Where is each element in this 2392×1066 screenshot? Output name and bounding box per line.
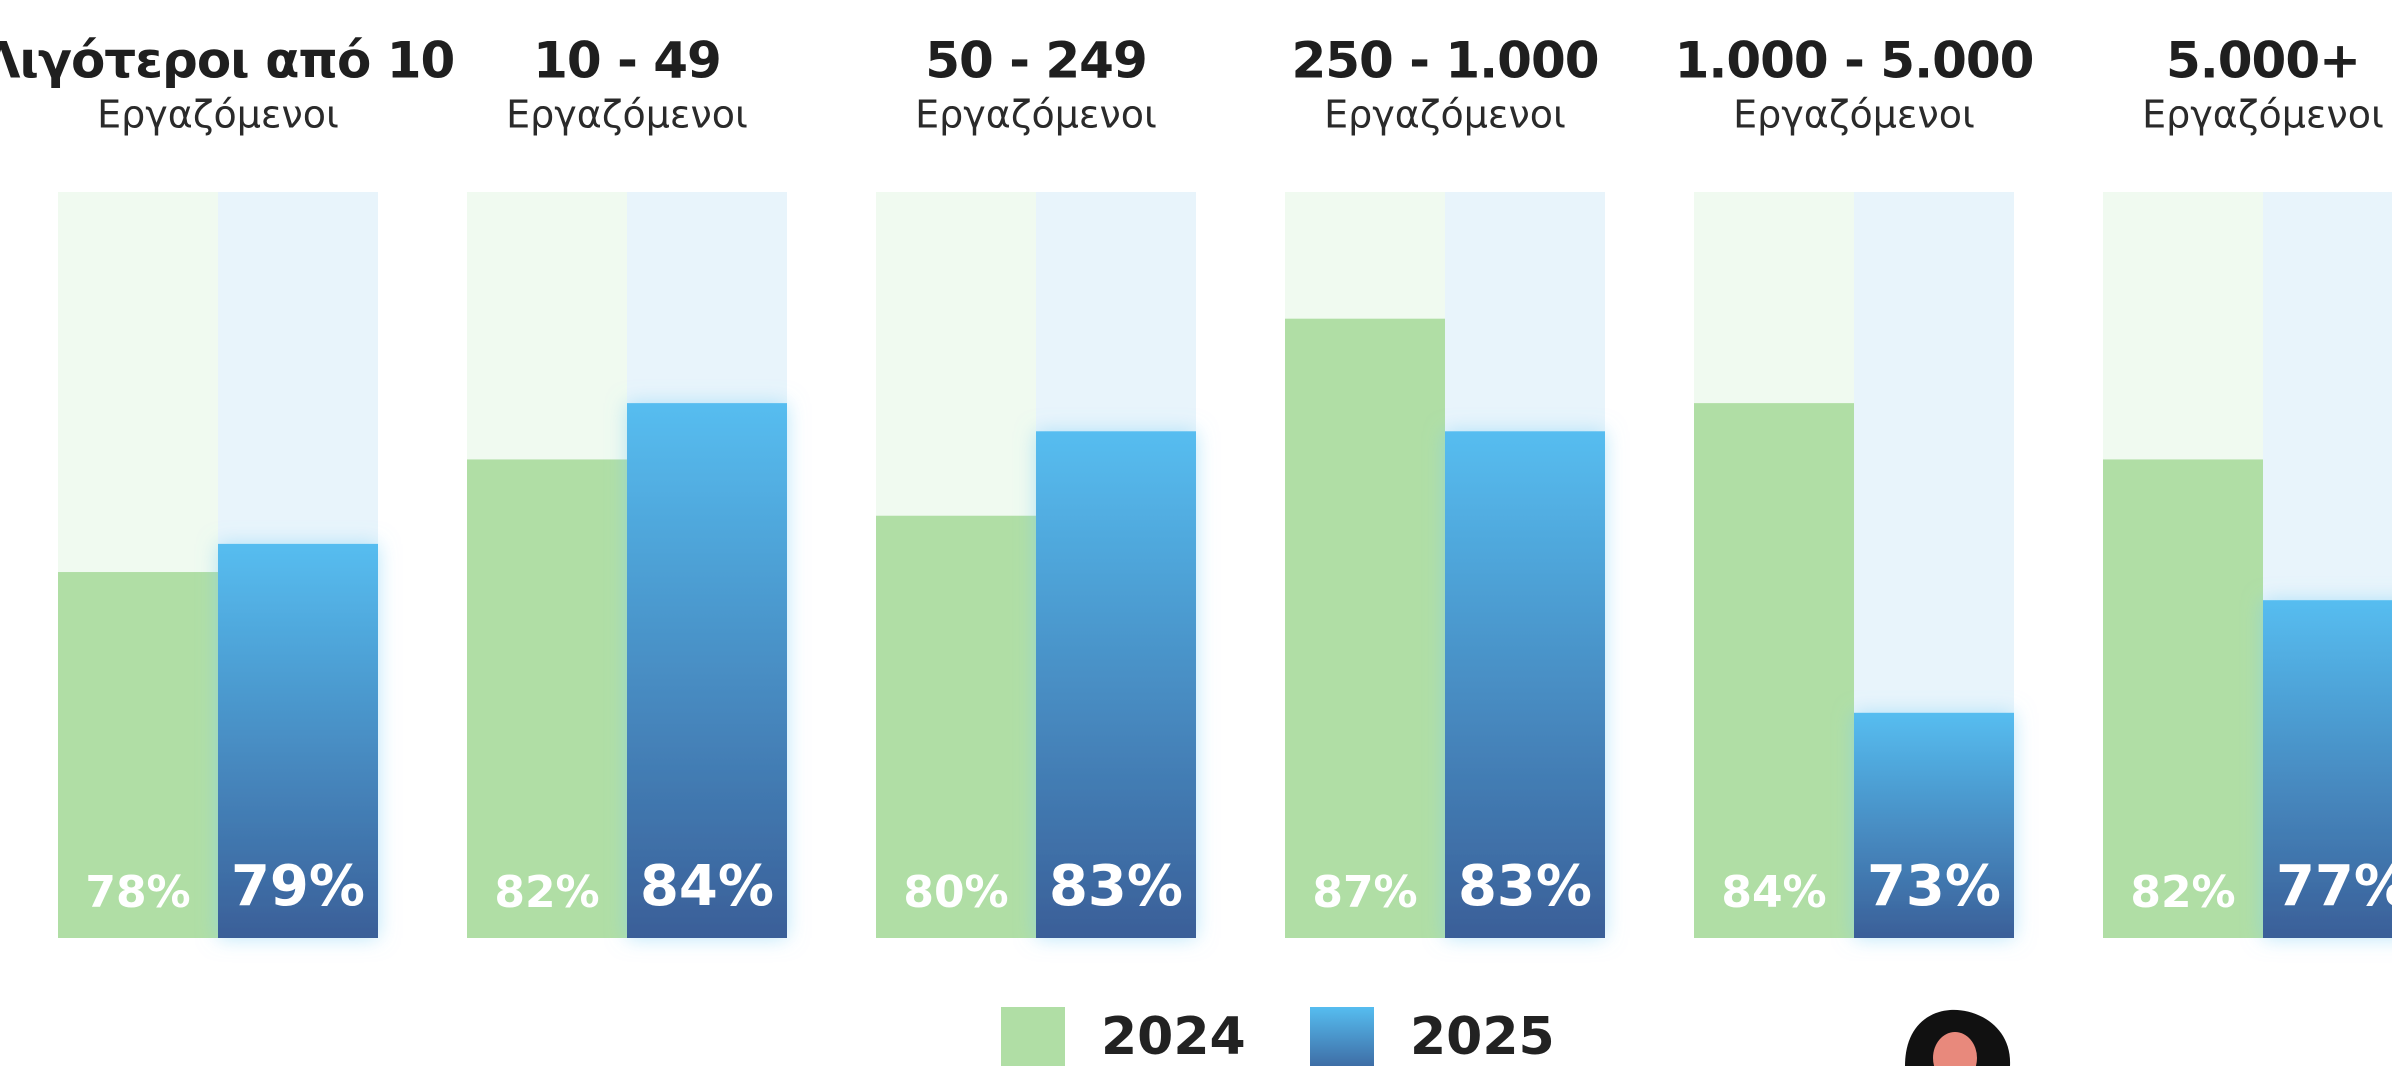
value-label: 82% [494, 867, 599, 918]
category-sublabel: Εργαζόμενοι [506, 93, 748, 137]
value-label: 73% [1867, 854, 2001, 919]
bar [876, 515, 1036, 938]
value-label: 84% [640, 854, 774, 919]
bar [467, 459, 627, 938]
category-label: 5.000+ [2166, 32, 2360, 90]
category-label: 10 - 49 [533, 32, 721, 90]
bar [1445, 431, 1605, 938]
category-label: 250 - 1.000 [1291, 32, 1598, 90]
bar [1694, 403, 1854, 938]
value-label: 77% [2276, 854, 2392, 919]
category-sublabel: Εργαζόμενοι [1324, 93, 1566, 137]
bar [2103, 459, 2263, 938]
bar [1285, 318, 1445, 938]
bar [2263, 600, 2392, 938]
legend-swatch [1310, 1007, 1374, 1066]
legend-label: 2024 [1101, 1007, 1246, 1066]
legend-label: 2025 [1410, 1007, 1555, 1066]
legend-swatch [1001, 1007, 1065, 1066]
category-label: 1.000 - 5.000 [1675, 32, 2034, 90]
value-label: 83% [1049, 854, 1183, 919]
value-label: 84% [1721, 867, 1826, 918]
bar [218, 543, 378, 938]
category-label: 50 - 249 [925, 32, 1147, 90]
bar [627, 403, 787, 938]
value-label: 78% [85, 867, 190, 918]
category-label: Λιγότεροι από 10 [0, 32, 454, 90]
value-label: 87% [1312, 867, 1417, 918]
bar [58, 572, 218, 938]
value-label: 83% [1458, 854, 1592, 919]
value-label: 80% [903, 867, 1008, 918]
illustration [1905, 1009, 2011, 1066]
category-sublabel: Εργαζόμενοι [97, 93, 339, 137]
category-sublabel: Εργαζόμενοι [2142, 93, 2384, 137]
value-label: 79% [231, 854, 365, 919]
category-sublabel: Εργαζόμενοι [1733, 93, 1975, 137]
bar [1036, 431, 1196, 938]
bar [1854, 712, 2014, 938]
category-sublabel: Εργαζόμενοι [915, 93, 1157, 137]
value-label: 82% [2130, 867, 2235, 918]
